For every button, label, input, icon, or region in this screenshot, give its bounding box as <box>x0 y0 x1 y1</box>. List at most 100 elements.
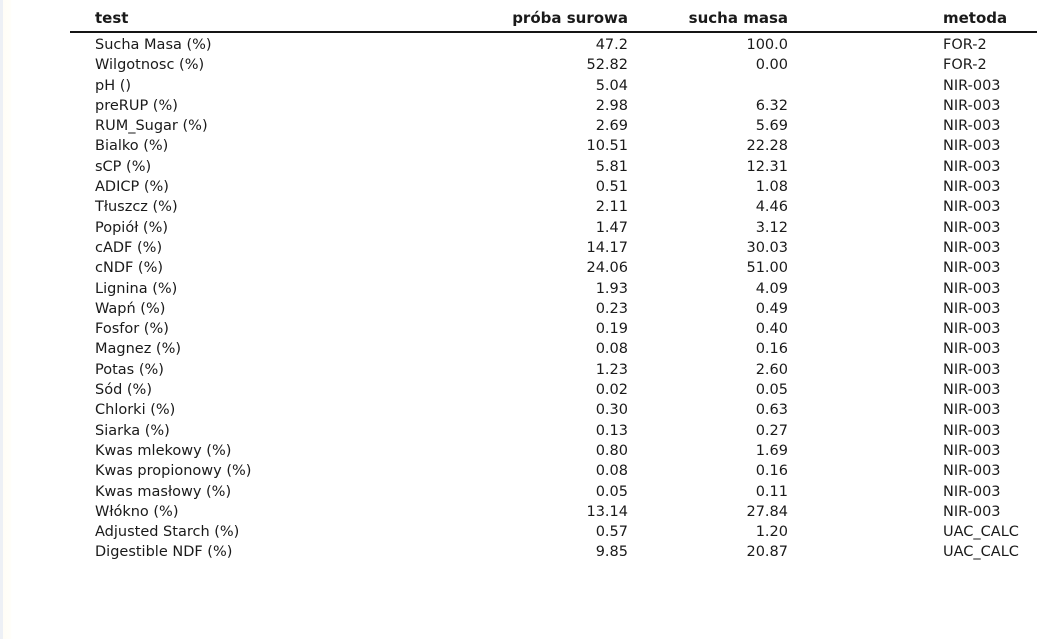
cell-test: Fosfor (%) <box>95 321 169 338</box>
cell-test: Digestible NDF (%) <box>95 544 233 561</box>
analysis-results-table: test próba surowa sucha masa metoda Such… <box>70 9 1037 563</box>
cell-sucha-masa: 0.16 <box>755 463 788 480</box>
cell-proba-surowa: 0.19 <box>595 321 628 338</box>
cell-proba-surowa: 1.23 <box>595 361 628 378</box>
cell-proba-surowa: 52.82 <box>586 57 628 74</box>
cell-test: Włókno (%) <box>95 503 179 520</box>
cell-test: sCP (%) <box>95 158 152 175</box>
cell-test: Lignina (%) <box>95 280 178 297</box>
cell-test: cADF (%) <box>95 239 163 256</box>
cell-sucha-masa: 51.00 <box>746 260 788 277</box>
table-body: Sucha Masa (%) 47.2 100.0 FOR-2 Wilgotnosc (… <box>70 32 1037 563</box>
cell-test: pH () <box>95 77 132 94</box>
table-row: Siarka (%) 0.13 0.27 NIR-003 <box>70 421 1037 441</box>
cell-sucha-masa: 4.46 <box>755 199 788 216</box>
cell-proba-surowa: 14.17 <box>586 239 628 256</box>
cell-metoda: NIR-003 <box>943 158 1001 175</box>
cell-metoda: NIR-003 <box>943 341 1001 358</box>
cell-sucha-masa: 12.31 <box>746 158 788 175</box>
cell-test: Siarka (%) <box>95 422 170 439</box>
cell-test: ADICP (%) <box>95 179 169 196</box>
table-row: Włókno (%) 13.14 27.84 NIR-003 <box>70 502 1037 522</box>
column-header-proba-surowa: próba surowa <box>430 9 628 33</box>
cell-test: Tłuszcz (%) <box>95 199 178 216</box>
table-row: sCP (%) 5.81 12.31 NIR-003 <box>70 157 1037 177</box>
cell-test: Sód (%) <box>95 382 152 399</box>
cell-test: Adjusted Starch (%) <box>95 524 240 541</box>
cell-sucha-masa: 1.69 <box>755 442 788 459</box>
cell-test: RUM_Sugar (%) <box>95 118 208 135</box>
cell-metoda: UAC_CALC <box>943 544 1019 561</box>
table-row: Popiół (%) 1.47 3.12 NIR-003 <box>70 218 1037 238</box>
cell-proba-surowa: 0.51 <box>595 179 628 196</box>
cell-sucha-masa: 5.69 <box>755 118 788 135</box>
cell-proba-surowa: 2.69 <box>595 118 628 135</box>
cell-proba-surowa: 2.11 <box>595 199 628 216</box>
cell-proba-surowa: 5.04 <box>595 77 628 94</box>
cell-metoda: NIR-003 <box>943 321 1001 338</box>
table-row: cADF (%) 14.17 30.03 NIR-003 <box>70 238 1037 258</box>
table-row: Sód (%) 0.02 0.05 NIR-003 <box>70 380 1037 400</box>
cell-test: Kwas mlekowy (%) <box>95 442 232 459</box>
column-header-sucha-masa: sucha masa <box>628 9 788 33</box>
cell-metoda: UAC_CALC <box>943 524 1019 541</box>
cell-metoda: NIR-003 <box>943 118 1001 135</box>
cell-metoda: NIR-003 <box>943 382 1001 399</box>
cell-proba-surowa: 0.30 <box>595 402 628 419</box>
cell-sucha-masa: 3.12 <box>755 219 788 236</box>
cell-test: Wilgotnosc (%) <box>95 57 205 74</box>
cell-metoda: NIR-003 <box>943 422 1001 439</box>
cell-proba-surowa: 1.47 <box>595 219 628 236</box>
cell-metoda: NIR-003 <box>943 503 1001 520</box>
table-row: Bialko (%) 10.51 22.28 NIR-003 <box>70 136 1037 156</box>
cell-sucha-masa: 30.03 <box>746 239 788 256</box>
table-row: Tłuszcz (%) 2.11 4.46 NIR-003 <box>70 197 1037 217</box>
table-row: Fosfor (%) 0.19 0.40 NIR-003 <box>70 319 1037 339</box>
cell-sucha-masa: 2.60 <box>755 361 788 378</box>
cell-proba-surowa: 1.93 <box>595 280 628 297</box>
cell-proba-surowa: 0.08 <box>595 463 628 480</box>
cell-proba-surowa: 0.57 <box>595 524 628 541</box>
cell-metoda: NIR-003 <box>943 300 1001 317</box>
cell-metoda: NIR-003 <box>943 463 1001 480</box>
cell-sucha-masa: 1.20 <box>755 524 788 541</box>
cell-metoda: NIR-003 <box>943 280 1001 297</box>
cell-proba-surowa: 10.51 <box>586 138 628 155</box>
table-row: pH () 5.04 NIR-003 <box>70 76 1037 96</box>
cell-metoda: NIR-003 <box>943 442 1001 459</box>
cell-metoda: NIR-003 <box>943 138 1001 155</box>
cell-sucha-masa <box>628 76 788 96</box>
cell-proba-surowa: 13.14 <box>586 503 628 520</box>
cell-sucha-masa: 0.00 <box>755 57 788 74</box>
table-row: Kwas propionowy (%) 0.08 0.16 NIR-003 <box>70 461 1037 481</box>
header-row: test próba surowa sucha masa metoda <box>70 9 1037 33</box>
cell-metoda: NIR-003 <box>943 402 1001 419</box>
table-row: Kwas mlekowy (%) 0.80 1.69 NIR-003 <box>70 441 1037 461</box>
table-row: RUM_Sugar (%) 2.69 5.69 NIR-003 <box>70 116 1037 136</box>
cell-sucha-masa: 0.16 <box>755 341 788 358</box>
cell-metoda: FOR-2 <box>943 57 987 74</box>
table-row: ADICP (%) 0.51 1.08 NIR-003 <box>70 177 1037 197</box>
column-header-metoda: metoda <box>788 9 1037 33</box>
table-row: Wilgotnosc (%) 52.82 0.00 FOR-2 <box>70 55 1037 75</box>
cell-test: Chlorki (%) <box>95 402 176 419</box>
cell-metoda: NIR-003 <box>943 219 1001 236</box>
cell-metoda: NIR-003 <box>943 361 1001 378</box>
cell-metoda: NIR-003 <box>943 483 1001 500</box>
cell-proba-surowa: 0.13 <box>595 422 628 439</box>
table-row: cNDF (%) 24.06 51.00 NIR-003 <box>70 258 1037 278</box>
cell-sucha-masa: 20.87 <box>746 544 788 561</box>
table-row: Wapń (%) 0.23 0.49 NIR-003 <box>70 299 1037 319</box>
cell-test: Kwas masłowy (%) <box>95 483 232 500</box>
cell-test: Wapń (%) <box>95 300 166 317</box>
table-row: Digestible NDF (%) 9.85 20.87 UAC_CALC <box>70 542 1037 562</box>
cell-sucha-masa: 0.40 <box>755 321 788 338</box>
cell-proba-surowa: 9.85 <box>595 544 628 561</box>
cell-proba-surowa: 24.06 <box>586 260 628 277</box>
cell-metoda: FOR-2 <box>943 37 987 53</box>
cell-proba-surowa: 5.81 <box>595 158 628 175</box>
cell-metoda: NIR-003 <box>943 97 1001 114</box>
cell-sucha-masa: 0.27 <box>755 422 788 439</box>
table-row: Magnez (%) 0.08 0.16 NIR-003 <box>70 339 1037 359</box>
